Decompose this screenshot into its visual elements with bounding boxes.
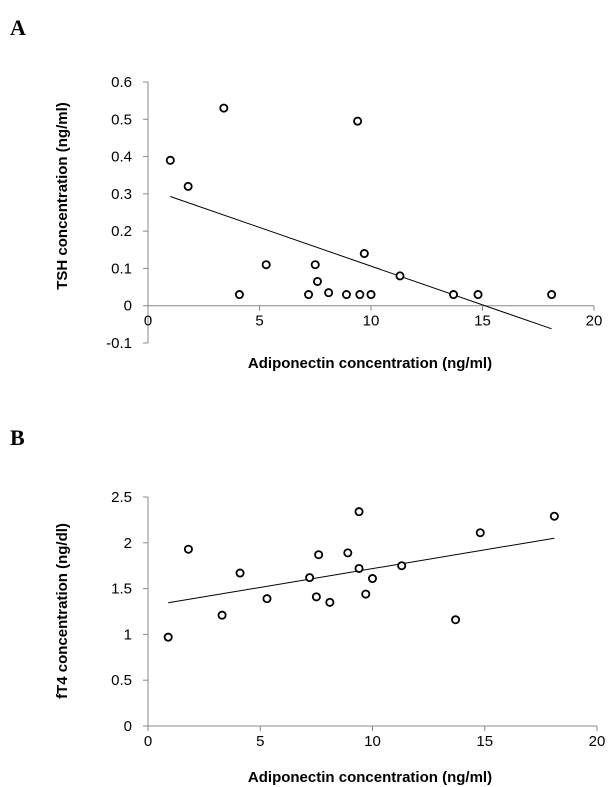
panel-b: B 2.5 2 1.5 1 0.5 00 5 10 15 20 Adiponectin conce… [10, 425, 605, 786]
y-tick-label: 1 [124, 626, 132, 643]
y-tick-label: 0 [124, 298, 132, 315]
data-point [355, 290, 365, 300]
data-point [366, 290, 376, 300]
y-tick-label: 0 [124, 718, 132, 735]
data-point [475, 528, 485, 538]
data-point [312, 276, 322, 286]
panel-a-x-axis-title: Adiponectin concentration (ng/ml) [248, 355, 492, 372]
x-tick-label: 10 [364, 733, 381, 750]
data-point [341, 290, 351, 300]
y-tick-label: 0.2 [111, 223, 132, 240]
data-point [361, 589, 371, 599]
data-point [163, 632, 173, 642]
data-point [353, 116, 363, 126]
data-point [367, 574, 377, 584]
data-point [324, 288, 334, 298]
data-point [354, 507, 364, 517]
y-tick-label: 2.5 [111, 489, 132, 506]
panel-b-y-axis-title: fT4 concentration (ng/dl) [54, 523, 71, 699]
data-point [354, 563, 364, 573]
data-point [183, 544, 193, 554]
y-tick-label: 0.3 [111, 186, 132, 203]
data-point [235, 568, 245, 578]
y-tick-label: 1.5 [111, 581, 132, 598]
panel-b-label: B [10, 425, 25, 450]
panel-a-label: A [10, 15, 26, 40]
data-point [304, 290, 314, 300]
y-tick-label: -0.1 [106, 335, 132, 352]
data-point [325, 597, 335, 607]
y-tick-label: 0.5 [111, 672, 132, 689]
panel-a-y-axis-title: TSH concentration (ng/ml) [54, 102, 71, 290]
data-point [343, 548, 353, 558]
data-point [473, 290, 483, 300]
y-tick-label: 0.1 [111, 260, 132, 277]
data-point [234, 290, 244, 300]
panel-b-ticks: 2.5 2 1.5 1 0.5 00 5 10 15 20 [111, 489, 605, 750]
data-point [451, 615, 461, 625]
data-point [397, 561, 407, 571]
panel-a-axes [147, 82, 594, 343]
x-tick-label: 20 [589, 733, 606, 750]
panel-a-trendline-group [170, 195, 552, 330]
panel-a: A 0.6 0.5 0.4 0.3 0.2 0.1 0 -0.1 0 5 10 15 20 Adipon… [10, 15, 602, 372]
data-point [305, 573, 315, 583]
panel-b-points [163, 507, 559, 642]
x-tick-label: 20 [586, 313, 603, 330]
panel-a-ticks: 0.6 0.5 0.4 0.3 0.2 0.1 0 -0.1 0 5 10 15 20 [106, 74, 602, 352]
data-point [219, 103, 229, 113]
data-point [183, 181, 193, 191]
data-point [310, 260, 320, 270]
data-point [261, 260, 271, 270]
x-tick-label: 10 [363, 313, 380, 330]
data-point [547, 290, 557, 300]
y-tick-label: 0.4 [111, 149, 132, 166]
data-point [314, 550, 324, 560]
data-point [395, 271, 405, 281]
trendline [170, 195, 552, 330]
x-tick-label: 0 [144, 313, 152, 330]
x-tick-label: 0 [144, 733, 152, 750]
panel-a-points [165, 103, 557, 300]
data-point [449, 290, 459, 300]
data-point [359, 249, 369, 259]
x-tick-label: 15 [476, 733, 493, 750]
panel-b-axes [147, 497, 597, 727]
x-tick-label: 5 [255, 313, 263, 330]
y-tick-label: 0.5 [111, 111, 132, 128]
data-point [217, 610, 227, 620]
data-point [262, 594, 272, 604]
y-tick-label: 2 [124, 535, 132, 552]
data-point [165, 155, 175, 165]
data-point [549, 511, 559, 521]
x-tick-label: 5 [256, 733, 264, 750]
x-tick-label: 15 [474, 313, 491, 330]
y-tick-label: 0.6 [111, 74, 132, 91]
data-point [311, 592, 321, 602]
panel-b-x-axis-title: Adiponectin concentration (ng/ml) [248, 769, 492, 786]
